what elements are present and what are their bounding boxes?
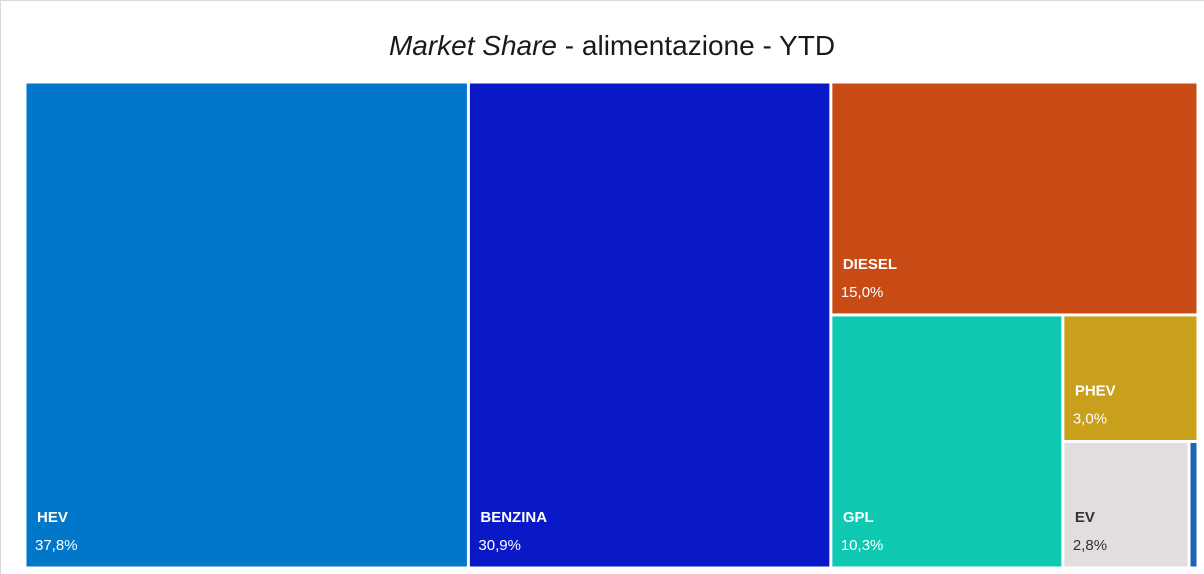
tile-value: 30,9% bbox=[478, 537, 521, 554]
tile-value: 3,0% bbox=[1073, 410, 1107, 427]
title-part: Market Share bbox=[389, 30, 557, 61]
tile-label: EV bbox=[1075, 509, 1095, 526]
tile bbox=[1064, 316, 1197, 440]
tile-value: 2,8% bbox=[1073, 537, 1107, 554]
tile-value: 15,0% bbox=[841, 284, 884, 301]
tile-value: 37,8% bbox=[35, 537, 78, 554]
tile-label: PHEV bbox=[1075, 382, 1116, 399]
tile-label: DIESEL bbox=[843, 256, 897, 273]
tile bbox=[26, 83, 467, 567]
tile-label: HEV bbox=[37, 509, 68, 526]
title-part: - alimentazione - YTD bbox=[565, 30, 835, 61]
tile bbox=[1064, 442, 1188, 567]
tile-label: GPL bbox=[843, 509, 874, 526]
chart-title: Market Share - alimentazione - YTD bbox=[389, 30, 835, 61]
tile bbox=[832, 83, 1197, 314]
tile-label: BENZINA bbox=[480, 509, 547, 526]
tile bbox=[469, 83, 830, 567]
tile bbox=[832, 316, 1062, 567]
tile-value: 10,3% bbox=[841, 537, 884, 554]
tile bbox=[1190, 442, 1197, 567]
